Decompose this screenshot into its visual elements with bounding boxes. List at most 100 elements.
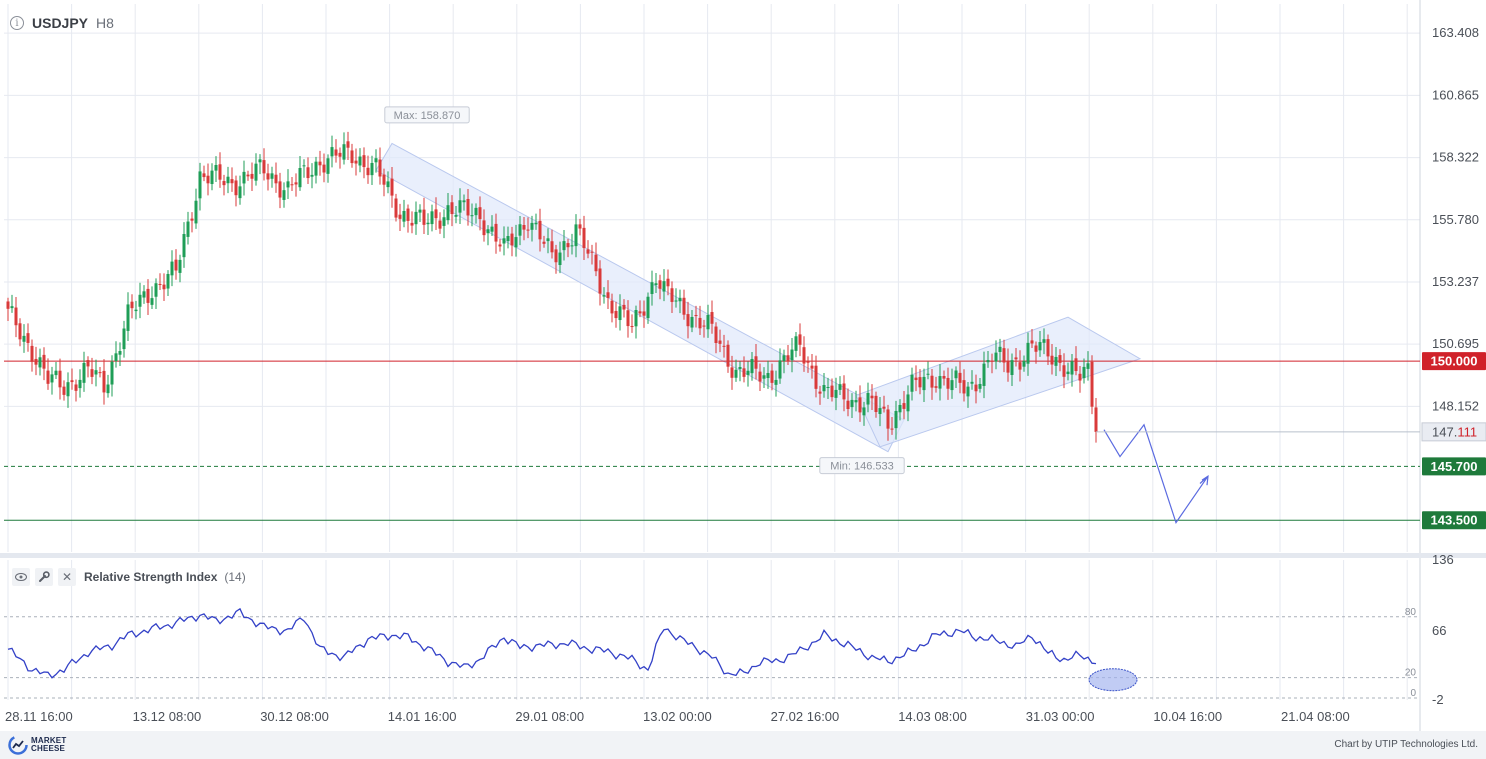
candle[interactable] xyxy=(774,370,778,397)
candle[interactable] xyxy=(258,154,262,175)
candle[interactable] xyxy=(802,336,806,372)
candle[interactable] xyxy=(886,404,890,441)
candle[interactable] xyxy=(778,348,782,384)
candle[interactable] xyxy=(1030,328,1034,348)
candle[interactable] xyxy=(34,346,38,376)
candle[interactable] xyxy=(626,300,630,338)
candle[interactable] xyxy=(374,149,378,173)
candle[interactable] xyxy=(970,370,974,390)
candle[interactable] xyxy=(118,342,122,366)
candle[interactable] xyxy=(1090,355,1094,415)
candle[interactable] xyxy=(766,360,770,389)
candle[interactable] xyxy=(810,354,814,379)
candle[interactable] xyxy=(422,197,426,235)
candle[interactable] xyxy=(214,156,218,183)
candle[interactable] xyxy=(586,240,590,259)
candle[interactable] xyxy=(898,399,902,421)
candle[interactable] xyxy=(990,353,994,374)
eye-icon[interactable] xyxy=(12,568,30,586)
candle[interactable] xyxy=(294,173,298,197)
candle[interactable] xyxy=(578,218,582,236)
level-badge-2[interactable] xyxy=(1422,511,1486,530)
candle[interactable] xyxy=(62,380,66,401)
candle[interactable] xyxy=(582,215,586,261)
candle[interactable] xyxy=(726,340,730,373)
candle[interactable] xyxy=(206,163,210,196)
candle[interactable] xyxy=(530,215,534,242)
candle[interactable] xyxy=(606,280,610,310)
candle[interactable] xyxy=(282,182,286,208)
candle[interactable] xyxy=(1006,348,1010,382)
candle[interactable] xyxy=(682,289,686,320)
candle[interactable] xyxy=(494,213,498,254)
candle[interactable] xyxy=(142,285,146,304)
candle[interactable] xyxy=(246,170,250,181)
candle[interactable] xyxy=(770,363,774,391)
candle[interactable] xyxy=(402,199,406,228)
candle[interactable] xyxy=(814,355,818,398)
candle[interactable] xyxy=(854,390,858,412)
candle[interactable] xyxy=(1010,353,1014,386)
candle[interactable] xyxy=(10,294,14,313)
candle[interactable] xyxy=(90,357,94,385)
candle[interactable] xyxy=(358,148,362,173)
candle[interactable] xyxy=(842,375,846,412)
candle[interactable] xyxy=(650,270,654,306)
candle[interactable] xyxy=(318,150,322,176)
descending-channel[interactable] xyxy=(375,142,905,453)
candle[interactable] xyxy=(998,338,1002,363)
candle[interactable] xyxy=(826,377,830,400)
candle[interactable] xyxy=(30,339,34,372)
candle[interactable] xyxy=(454,206,458,224)
current-price-badge[interactable] xyxy=(1421,422,1486,442)
wrench-icon[interactable] xyxy=(35,568,53,586)
candle[interactable] xyxy=(162,273,166,302)
candle[interactable] xyxy=(26,323,30,352)
candle[interactable] xyxy=(438,212,442,234)
candle[interactable] xyxy=(934,376,938,393)
candle[interactable] xyxy=(974,374,978,404)
candle[interactable] xyxy=(922,368,926,403)
candle[interactable] xyxy=(326,154,330,183)
candle[interactable] xyxy=(762,367,766,388)
candle[interactable] xyxy=(758,363,762,391)
candle[interactable] xyxy=(902,391,906,420)
candle[interactable] xyxy=(574,214,578,258)
level-badge-0[interactable] xyxy=(1422,352,1486,371)
candle[interactable] xyxy=(1078,365,1082,393)
candle[interactable] xyxy=(390,166,394,208)
candle[interactable] xyxy=(466,188,470,226)
candle[interactable] xyxy=(514,224,518,257)
candle[interactable] xyxy=(482,209,486,242)
candle[interactable] xyxy=(534,213,538,230)
candle[interactable] xyxy=(706,304,710,338)
candle[interactable] xyxy=(746,361,750,387)
candle[interactable] xyxy=(786,345,790,366)
candle[interactable] xyxy=(70,368,74,390)
candle[interactable] xyxy=(982,351,986,399)
candle[interactable] xyxy=(22,324,26,353)
candle[interactable] xyxy=(590,244,594,265)
candle[interactable] xyxy=(270,166,274,188)
candle[interactable] xyxy=(446,192,450,225)
candle[interactable] xyxy=(1034,341,1038,364)
candle[interactable] xyxy=(890,416,894,435)
candle[interactable] xyxy=(622,299,626,318)
candle[interactable] xyxy=(378,147,382,185)
rsi-highlight-ellipse[interactable] xyxy=(1088,668,1138,692)
candle[interactable] xyxy=(486,225,490,246)
candle[interactable] xyxy=(198,162,202,211)
candle[interactable] xyxy=(638,300,642,318)
candle[interactable] xyxy=(150,286,154,310)
candle[interactable] xyxy=(190,212,194,233)
candle[interactable] xyxy=(406,204,410,233)
candle[interactable] xyxy=(1070,353,1074,387)
candle[interactable] xyxy=(14,296,18,338)
candle[interactable] xyxy=(722,334,726,358)
candle[interactable] xyxy=(94,359,98,387)
candle[interactable] xyxy=(502,226,506,256)
candle[interactable] xyxy=(78,369,82,398)
candle[interactable] xyxy=(702,319,706,338)
candle[interactable] xyxy=(298,155,302,191)
candle[interactable] xyxy=(430,204,434,232)
